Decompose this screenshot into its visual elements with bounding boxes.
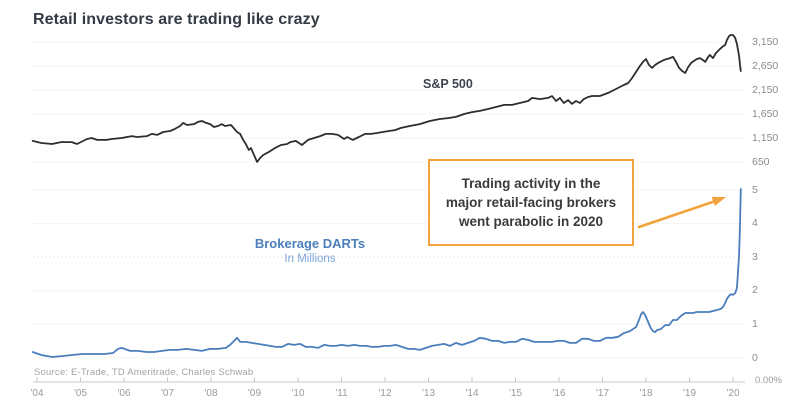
- source-note: Source: E-Trade, TD Ameritrade, Charles …: [34, 367, 254, 378]
- x-tick-label: '08: [204, 388, 218, 399]
- gridlines: [33, 41, 745, 359]
- annotation-line-2: major retail-facing brokers: [445, 194, 617, 210]
- darts-y-tick-label: 1: [752, 317, 758, 330]
- x-tick-label: '09: [247, 388, 262, 399]
- sp500-y-tick-label: 1,150: [752, 131, 779, 144]
- sp500-y-tick-label: 3,150: [752, 35, 779, 48]
- annotation-box: Trading activity in the major retail-fac…: [428, 159, 634, 246]
- darts-y-tick-label: 5: [752, 183, 758, 196]
- series-lines: [31, 34, 742, 358]
- darts-series-label-name: Brokerage DARTs: [254, 236, 366, 251]
- chart-title: Retail investors are trading like crazy: [33, 11, 320, 28]
- sp500-series-label: S&P 500: [423, 77, 473, 91]
- x-tick-label: '11: [335, 388, 348, 399]
- x-tick-label: '13: [421, 388, 436, 399]
- sp500-y-tick-label: 1,650: [752, 107, 779, 120]
- darts-y-tick-label: 3: [752, 250, 758, 263]
- x-tick-label: '16: [552, 388, 566, 399]
- series-line-darts: [31, 188, 742, 358]
- x-tick-label: '14: [465, 388, 479, 399]
- series-line-sp500: [31, 34, 742, 163]
- darts-series-label-units: In Millions: [284, 253, 336, 265]
- annotation-line-3: went parabolic in 2020: [458, 214, 604, 230]
- sp500-y-tick-label: 650: [752, 155, 770, 168]
- annotation-line-1: Trading activity in the: [461, 175, 601, 191]
- darts-y-tick-label: 4: [752, 217, 758, 230]
- x-tick-label: '05: [73, 388, 88, 399]
- secondary-axis-zero-label: 0.00%: [755, 375, 782, 386]
- x-tick-label: '06: [117, 388, 131, 399]
- sp500-y-tick-label: 2,150: [752, 83, 779, 96]
- x-tick-label: '15: [508, 388, 523, 399]
- darts-y-tick-label: 0: [752, 351, 758, 364]
- darts-y-tick-label: 2: [752, 284, 758, 297]
- x-tick-label: '20: [726, 388, 740, 399]
- x-tick-label: '10: [291, 388, 305, 399]
- x-tick-label: '17: [595, 388, 610, 399]
- sp500-y-tick-label: 2,650: [752, 59, 779, 72]
- x-tick-label: '04: [30, 388, 44, 399]
- x-tick-label: '19: [682, 388, 697, 399]
- x-tick-label: '12: [378, 388, 392, 399]
- x-tick-label: '07: [160, 388, 175, 399]
- darts-series-label: Brokerage DARTs In Millions: [240, 236, 380, 265]
- x-tick-label: '18: [639, 388, 653, 399]
- x-axis: [33, 377, 745, 383]
- annotation-arrow: [637, 196, 726, 229]
